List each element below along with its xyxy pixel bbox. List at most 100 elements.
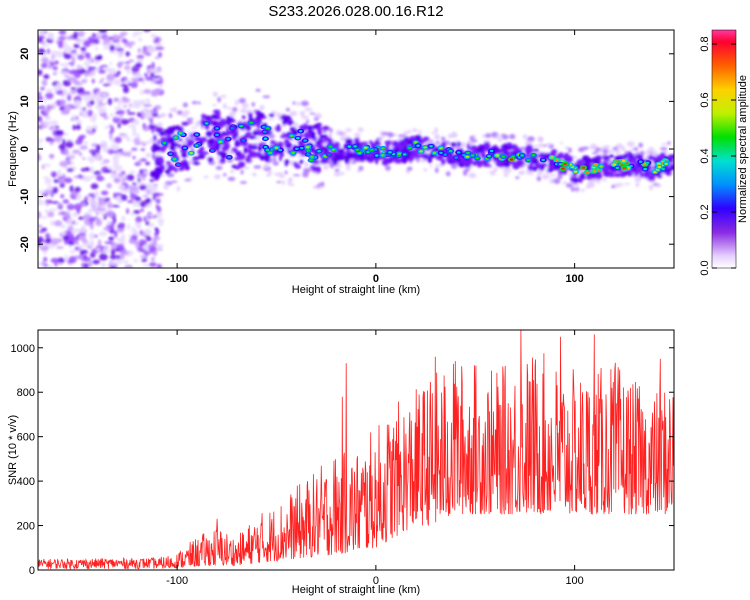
noise-blob bbox=[137, 159, 142, 164]
signal-blob bbox=[169, 144, 176, 151]
noise-blob bbox=[83, 241, 89, 248]
noise-blob bbox=[58, 178, 64, 184]
noise-blob bbox=[46, 237, 52, 244]
noise-blob bbox=[59, 232, 63, 237]
halo-blob bbox=[606, 149, 615, 153]
halo-blob bbox=[328, 134, 332, 137]
noise-blob bbox=[111, 260, 115, 266]
snr-series-line bbox=[38, 330, 674, 570]
noise-blob bbox=[62, 88, 68, 96]
noise-blob bbox=[145, 220, 150, 226]
noise-blob bbox=[85, 168, 91, 172]
signal-blob bbox=[172, 125, 177, 132]
signal-blob bbox=[525, 153, 530, 158]
halo-blob bbox=[262, 95, 271, 99]
ridge-core-inner bbox=[520, 154, 524, 157]
noise-blob bbox=[116, 243, 125, 250]
noise-blob bbox=[151, 75, 160, 79]
signal-blob bbox=[237, 161, 246, 168]
noise-blob bbox=[111, 34, 120, 42]
ridge-core-inner bbox=[226, 137, 230, 141]
signal-blob bbox=[627, 171, 633, 177]
halo-blob bbox=[203, 175, 209, 179]
noise-blob bbox=[49, 120, 59, 125]
halo-blob bbox=[184, 179, 192, 182]
halo-blob bbox=[581, 188, 585, 192]
noise-blob bbox=[91, 143, 98, 147]
halo-blob bbox=[485, 133, 492, 138]
noise-blob bbox=[142, 231, 146, 237]
noise-blob bbox=[128, 59, 135, 63]
signal-blob bbox=[259, 154, 266, 161]
noise-blob bbox=[152, 250, 158, 257]
signal-blob bbox=[422, 136, 428, 143]
halo-blob bbox=[302, 171, 309, 178]
halo-blob bbox=[635, 182, 640, 188]
noise-blob bbox=[143, 216, 147, 222]
noise-blob bbox=[139, 184, 147, 191]
halo-blob bbox=[300, 100, 309, 107]
noise-blob bbox=[108, 212, 114, 218]
noise-blob bbox=[128, 234, 133, 238]
noise-blob bbox=[50, 238, 59, 246]
halo-blob bbox=[157, 193, 164, 196]
noise-blob bbox=[131, 147, 138, 151]
halo-blob bbox=[509, 133, 516, 140]
halo-blob bbox=[574, 187, 580, 191]
signal-blob bbox=[212, 120, 218, 127]
halo-blob bbox=[640, 150, 645, 156]
halo-blob bbox=[212, 91, 218, 97]
signal-blob bbox=[220, 151, 228, 159]
signal-blob bbox=[231, 134, 236, 141]
noise-blob bbox=[79, 249, 88, 255]
noise-blob bbox=[126, 174, 135, 181]
noise-blob bbox=[97, 239, 102, 247]
y-tick-label: 0 bbox=[19, 146, 31, 152]
noise-blob bbox=[153, 68, 159, 75]
noise-blob bbox=[117, 50, 124, 58]
ridge-core-inner bbox=[298, 130, 303, 133]
y-tick-label: 400 bbox=[17, 476, 35, 488]
noise-blob bbox=[38, 153, 41, 161]
noise-blob bbox=[137, 178, 141, 183]
noise-blob bbox=[62, 199, 70, 204]
signal-blob bbox=[558, 170, 564, 175]
noise-blob bbox=[81, 225, 86, 233]
signal-blob bbox=[252, 130, 259, 136]
halo-blob bbox=[220, 94, 227, 99]
ridge-core-inner bbox=[305, 146, 310, 149]
halo-blob bbox=[515, 176, 520, 180]
noise-blob bbox=[87, 198, 96, 201]
noise-blob bbox=[96, 217, 101, 224]
halo-blob bbox=[548, 174, 557, 177]
halo-blob bbox=[240, 169, 244, 175]
ridge-core-inner bbox=[306, 149, 311, 152]
noise-blob bbox=[113, 177, 122, 184]
ridge-core-inner bbox=[638, 160, 643, 163]
signal-blob bbox=[258, 145, 263, 152]
signal-blob bbox=[635, 156, 642, 160]
signal-blob bbox=[447, 159, 456, 165]
halo-blob bbox=[519, 146, 526, 151]
noise-blob bbox=[113, 78, 121, 86]
noise-blob bbox=[95, 153, 101, 160]
ridge-core-inner bbox=[268, 151, 273, 155]
noise-blob bbox=[126, 223, 131, 231]
halo-blob bbox=[660, 147, 668, 151]
ridge-core-inner bbox=[657, 165, 662, 169]
signal-blob bbox=[375, 157, 379, 165]
noise-blob bbox=[38, 69, 43, 76]
signal-blob bbox=[603, 155, 607, 160]
noise-blob bbox=[153, 89, 163, 94]
signal-blob bbox=[208, 137, 215, 145]
ridge-core-inner bbox=[310, 156, 314, 159]
halo-blob bbox=[441, 136, 446, 142]
noise-blob bbox=[58, 202, 62, 208]
signal-blob bbox=[497, 149, 504, 153]
noise-blob bbox=[89, 99, 95, 106]
noise-blob bbox=[98, 231, 108, 237]
noise-blob bbox=[46, 48, 51, 55]
noise-blob bbox=[145, 198, 152, 204]
